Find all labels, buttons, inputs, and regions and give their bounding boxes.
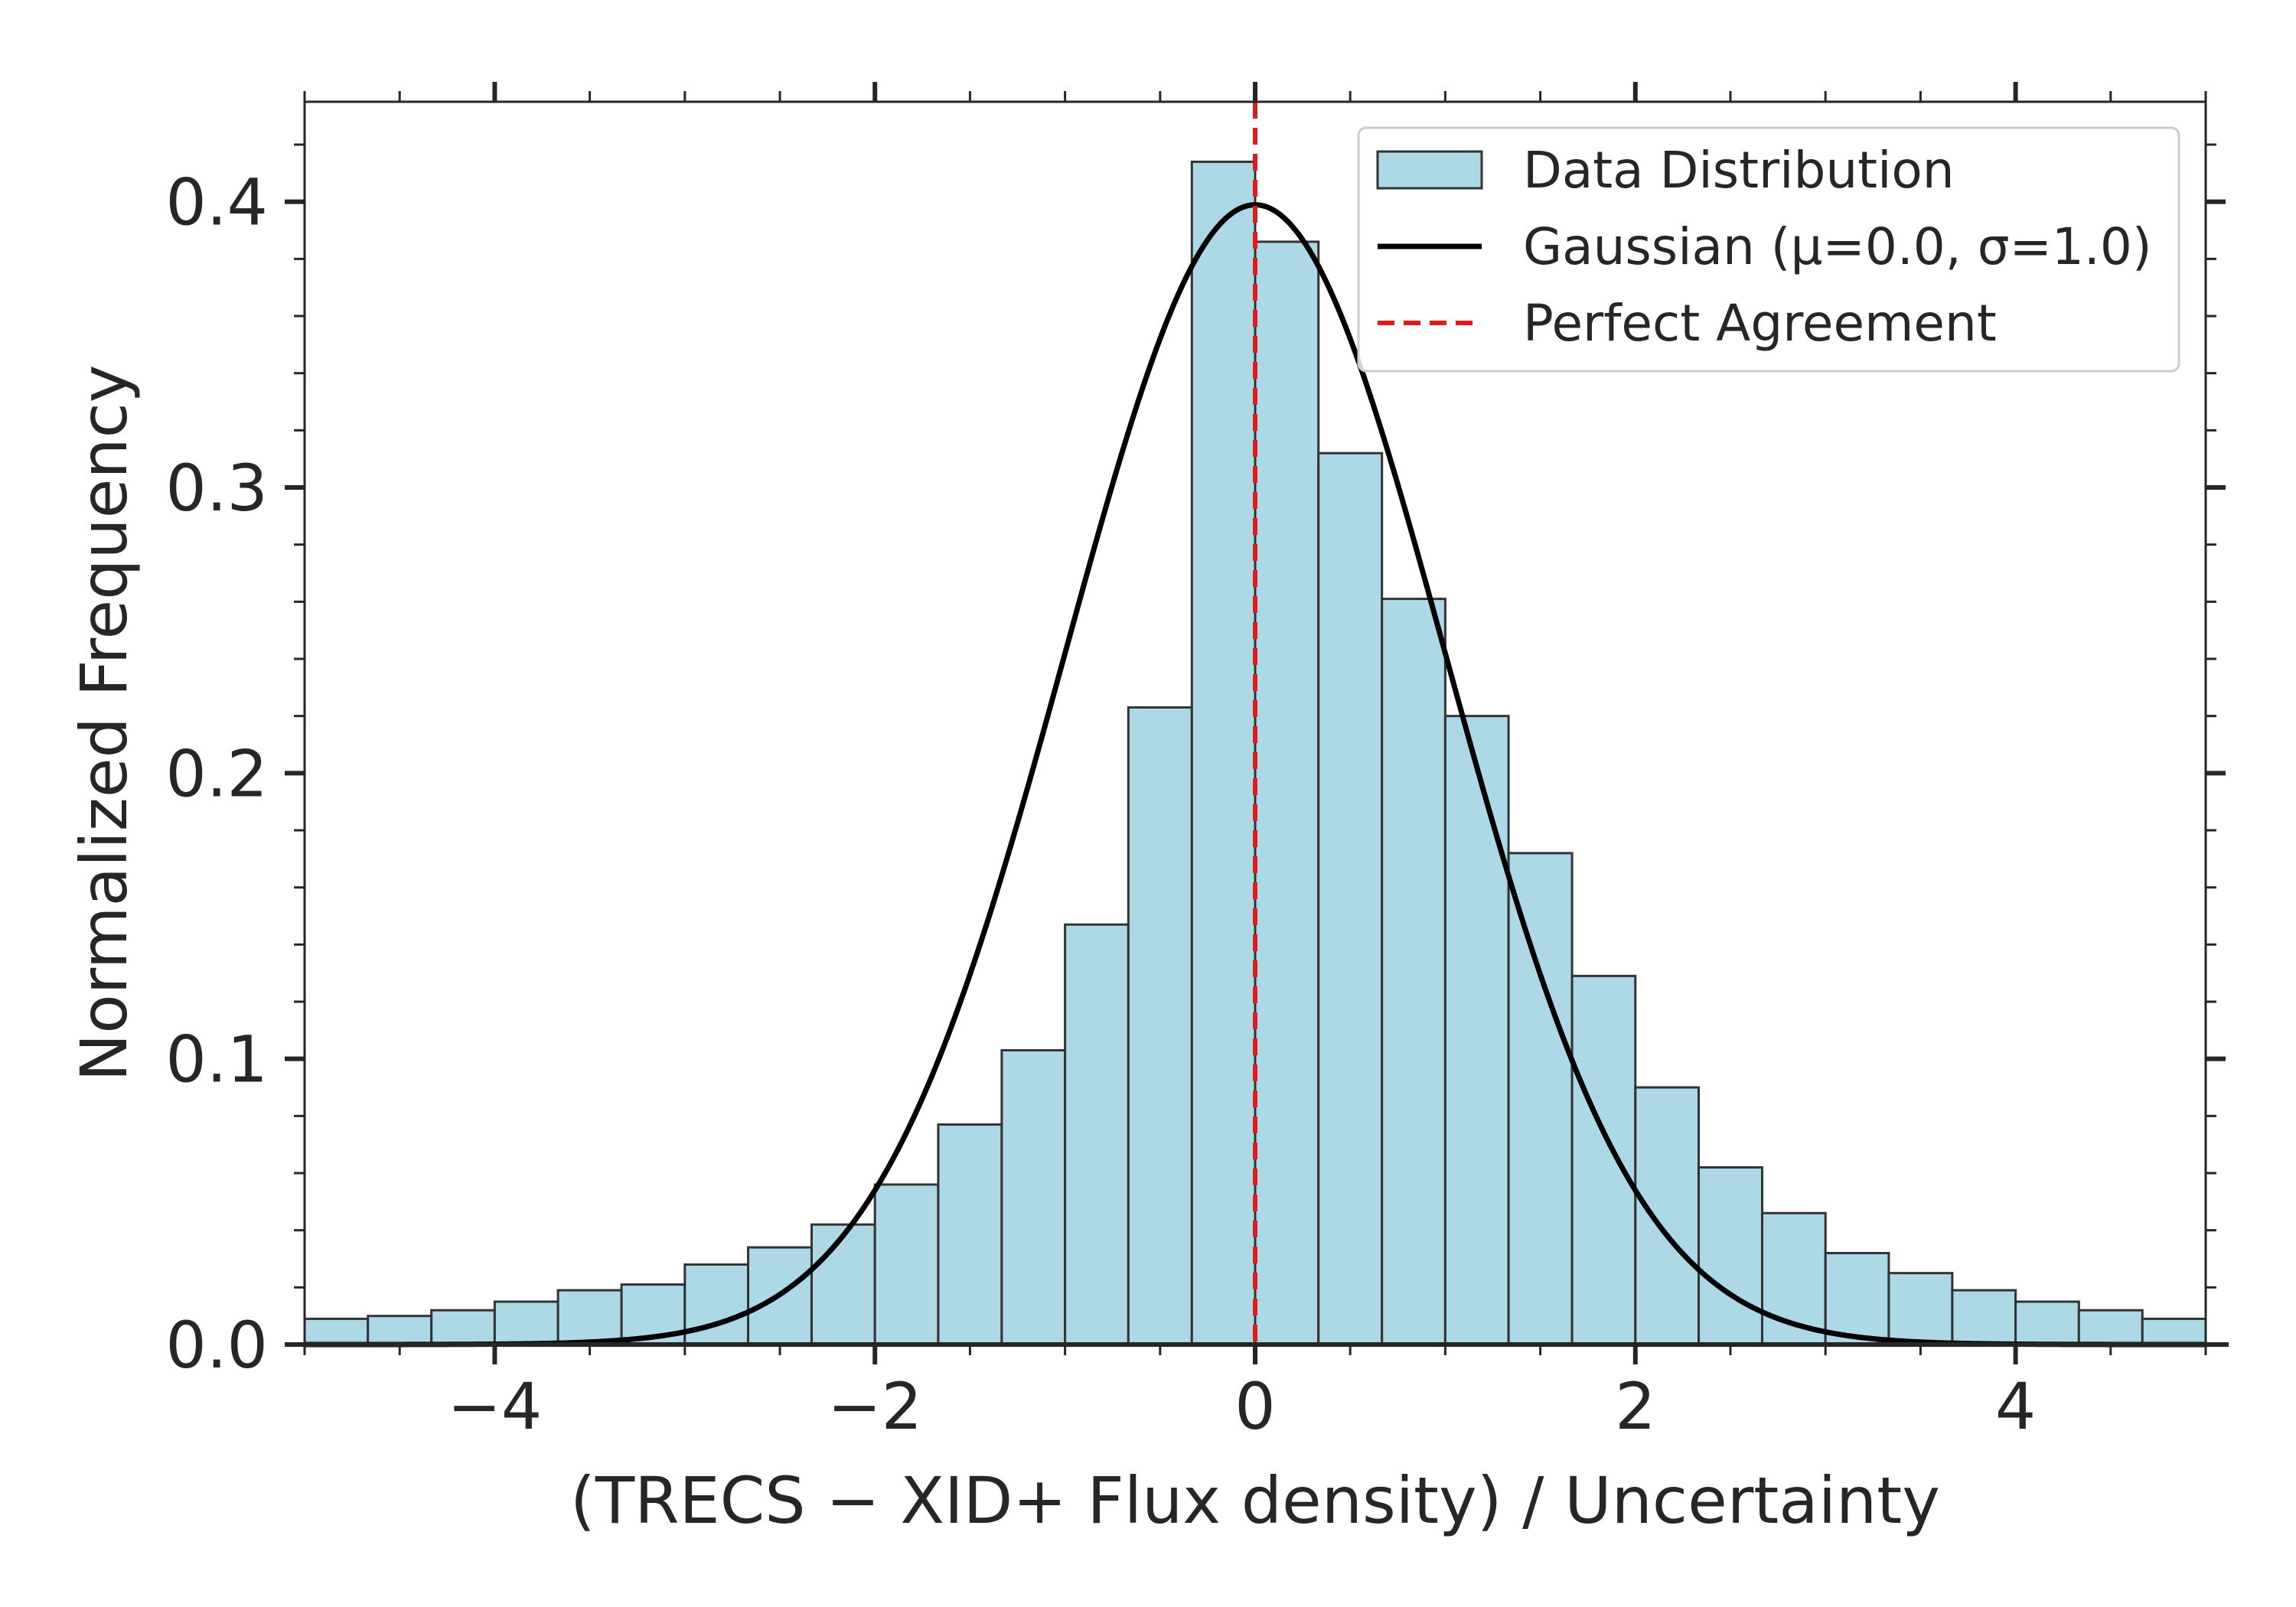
histogram-bar (1698, 1166, 1763, 1346)
y-tick-label: 0.0 (165, 1308, 268, 1383)
histogram-bar (1443, 715, 1510, 1346)
x-tick-label: 4 (1995, 1369, 2036, 1444)
histogram-bar (2077, 1309, 2144, 1346)
histogram-bar (1317, 451, 1384, 1346)
gaussian-curve (305, 202, 2206, 1348)
histogram-bar (937, 1123, 1003, 1346)
legend-box (1357, 126, 2180, 373)
histogram-bar (2141, 1317, 2207, 1346)
histogram-bar (1127, 706, 1193, 1346)
histogram-bar (1634, 1086, 1701, 1346)
histogram-bar (1887, 1272, 1954, 1346)
histogram-bar (1064, 923, 1130, 1346)
histogram-bar (556, 1289, 623, 1346)
legend-label-gaussian: Gaussian (μ=0.0, σ=1.0) (1523, 217, 2152, 276)
histogram-bar (1570, 974, 1637, 1346)
axis-ticks: −4 −2 0 2 4 0.0 0.1 0.2 0.3 0.4 (165, 82, 2229, 1444)
y-tick-label: 0.4 (165, 165, 268, 240)
histogram-bar (810, 1223, 876, 1346)
legend: Data Distribution Gaussian (μ=0.0, σ=1.0… (1357, 126, 2180, 373)
histogram-bar (1190, 160, 1257, 1346)
legend-swatch-data-distribution (1376, 150, 1483, 190)
histogram-bar (1507, 852, 1574, 1346)
histogram-bars (303, 160, 2207, 1346)
plot-frame (303, 100, 2207, 1346)
histogram-bar (367, 1315, 433, 1346)
y-axis-label: Normalized Frequency (67, 364, 142, 1081)
histogram-bar (430, 1309, 496, 1346)
histogram-bar (1381, 598, 1446, 1346)
histogram-bar (1951, 1289, 2017, 1346)
y-tick-label: 0.3 (165, 451, 268, 526)
histogram-bar (1824, 1252, 1890, 1346)
histogram-bar (1000, 1048, 1067, 1346)
x-tick-label: −2 (827, 1369, 922, 1444)
x-tick-label: 0 (1234, 1369, 1275, 1444)
y-tick-label: 0.2 (165, 736, 268, 811)
legend-label-perfect-agreement: Perfect Agreement (1523, 294, 1997, 353)
histogram-bar (2014, 1300, 2080, 1346)
x-axis-label: (TRECS − XID+ Flux density) / Uncertaint… (570, 1463, 1940, 1538)
histogram-bar (303, 1317, 370, 1346)
y-tick-label: 0.1 (165, 1022, 268, 1097)
x-tick-label: −4 (447, 1369, 542, 1444)
legend-label-data-distribution: Data Distribution (1523, 141, 1955, 200)
histogram-bar (873, 1183, 940, 1346)
histogram-bar (493, 1300, 559, 1346)
histogram-bar (1254, 240, 1320, 1346)
x-tick-label: 2 (1615, 1369, 1655, 1444)
